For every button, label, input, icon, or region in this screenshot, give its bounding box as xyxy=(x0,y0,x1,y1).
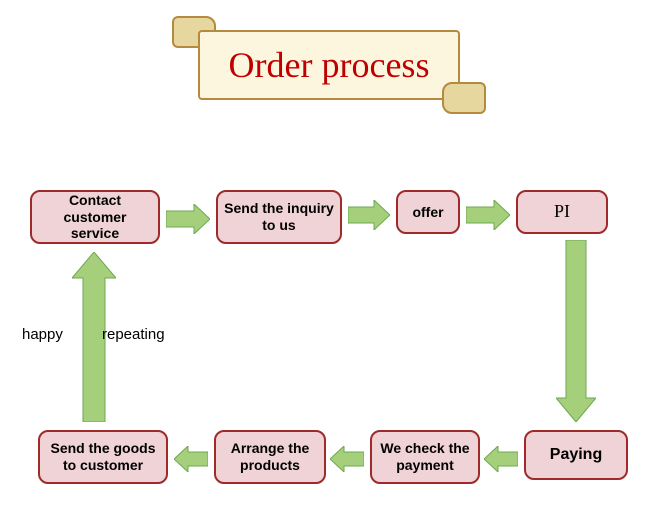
arrow-e6 xyxy=(330,446,364,472)
cycle-label-right: repeating xyxy=(102,326,165,343)
node-label: Paying xyxy=(550,445,602,464)
node-inquiry: Send the inquiry to us xyxy=(216,190,342,244)
arrow-e5 xyxy=(484,446,518,472)
node-contact: Contact customer service xyxy=(30,190,160,244)
arrow-e4 xyxy=(556,240,596,422)
node-checkpay: We check the payment xyxy=(370,430,480,484)
node-pi: PI xyxy=(516,190,608,234)
node-label: offer xyxy=(412,204,443,221)
title-scroll: Order process xyxy=(198,30,460,100)
arrow-e3 xyxy=(466,200,510,230)
node-paying: Paying xyxy=(524,430,628,480)
node-label: Send the goods to customer xyxy=(46,440,160,474)
scroll-curl-right xyxy=(442,82,486,114)
node-arrange: Arrange the products xyxy=(214,430,326,484)
node-send: Send the goods to customer xyxy=(38,430,168,484)
node-label: Send the inquiry to us xyxy=(224,200,334,234)
arrow-e1 xyxy=(166,204,210,234)
node-offer: offer xyxy=(396,190,460,234)
node-label: We check the payment xyxy=(378,440,472,474)
title-text: Order process xyxy=(229,44,430,86)
node-label: PI xyxy=(554,201,570,223)
node-label: Contact customer service xyxy=(38,192,152,242)
arrow-e7 xyxy=(174,446,208,472)
arrow-e2 xyxy=(348,200,390,230)
cycle-label-left: happy xyxy=(22,326,63,343)
node-label: Arrange the products xyxy=(222,440,318,474)
